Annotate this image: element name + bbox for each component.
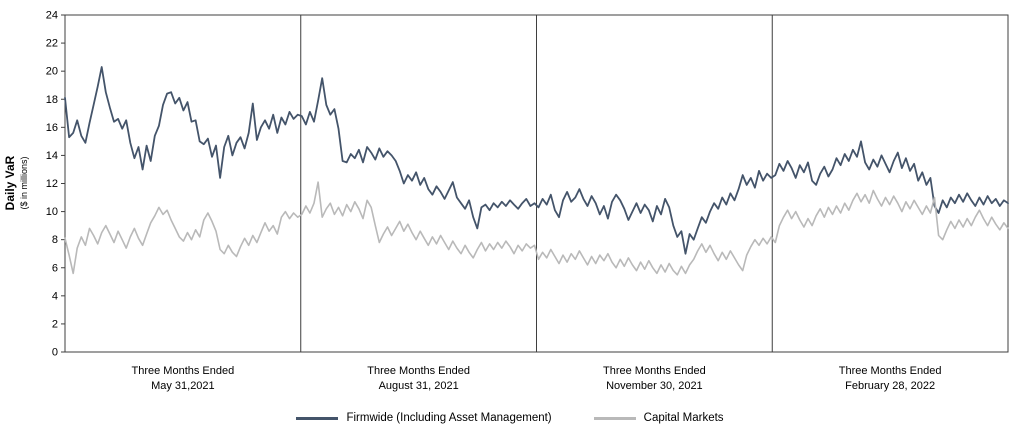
y-axis-subtitle: ($ in millions) xyxy=(19,156,29,209)
y-tick-label: 24 xyxy=(46,10,58,22)
x-group-label-line1: Three Months Ended xyxy=(132,365,235,377)
firmwide-line-swatch xyxy=(296,416,339,420)
y-tick-label: 16 xyxy=(46,122,58,134)
y-tick-label: 18 xyxy=(46,94,58,106)
x-group-label-line2: May 31,2021 xyxy=(151,380,215,392)
y-axis-title: Daily VaR xyxy=(3,155,17,210)
x-group-label-line1: Three Months Ended xyxy=(367,365,470,377)
x-group-label-line1: Three Months Ended xyxy=(839,365,942,377)
x-group-label-line2: February 28, 2022 xyxy=(845,380,935,392)
daily-var-line-chart: Daily VaR ($ in millions) 02468101214161… xyxy=(3,10,1009,392)
legend-label-capital-markets: Capital Markets xyxy=(643,412,724,424)
y-tick-label: 14 xyxy=(46,150,58,162)
x-group-label-line2: August 31, 2021 xyxy=(379,380,459,392)
y-tick-label: 20 xyxy=(46,66,58,78)
x-group-label-line1: Three Months Ended xyxy=(603,365,706,377)
y-tick-label: 22 xyxy=(46,38,58,50)
y-tick-label: 8 xyxy=(52,234,58,246)
y-tick-label: 10 xyxy=(46,206,58,218)
x-group-label-line2: November 30, 2021 xyxy=(606,380,703,392)
capital-markets-line-swatch xyxy=(593,416,636,420)
series-line-firmwide xyxy=(64,66,1009,255)
legend-label-firmwide: Firmwide (Including Asset Management) xyxy=(346,412,552,424)
y-tick-label: 2 xyxy=(52,318,58,330)
y-tick-label: 12 xyxy=(46,178,58,190)
y-tick-label: 0 xyxy=(52,347,58,359)
chart-legend: Firmwide (Including Asset Management) Ca… xyxy=(0,412,1020,424)
quarter-divider-lines xyxy=(300,15,773,352)
series-line-capital-markets xyxy=(64,181,1009,276)
legend-item-firmwide: Firmwide (Including Asset Management) xyxy=(296,412,552,424)
y-tick-label: 6 xyxy=(52,262,58,274)
legend-item-capital-markets: Capital Markets xyxy=(593,412,724,424)
x-axis-group-labels: Three Months Ended May 31,2021 Three Month… xyxy=(132,365,942,392)
series-lines xyxy=(64,66,1009,276)
y-tick-label: 4 xyxy=(52,290,58,302)
